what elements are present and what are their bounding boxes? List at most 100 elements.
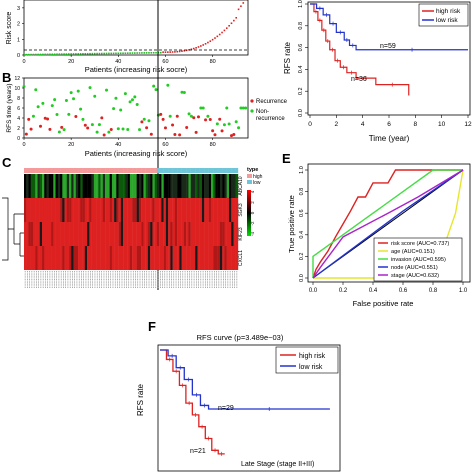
heatmap-cell: [53, 222, 56, 246]
heatmap-type-cell: [226, 168, 230, 173]
heatmap-cell: [109, 174, 113, 198]
nonrecurrence-point: [50, 104, 54, 108]
heatmap-cell: [188, 222, 191, 246]
panel-f-km-curve: F RFS curve (p=3.489e−03) RFS rate high …: [136, 319, 341, 472]
heatmap-cell: [215, 174, 218, 198]
nonrecurrence-point: [142, 117, 146, 121]
heatmap-cell: [87, 198, 90, 222]
heatmap-cell: [190, 246, 194, 270]
nonrecurrence-point: [244, 106, 248, 110]
recurrence-point: [173, 132, 177, 136]
heatmap-type-cell: [30, 168, 34, 173]
heatmap-cell: [235, 246, 239, 270]
heatmap-cell: [109, 246, 113, 270]
heatmap-cell: [143, 222, 146, 246]
heatmap-cell: [44, 174, 47, 198]
risk-score-point: [25, 53, 28, 56]
risk-score-point: [233, 19, 235, 22]
recurrence-point: [171, 123, 175, 127]
risk-score-point: [49, 53, 51, 56]
nonrecurrence-point: [237, 126, 241, 130]
heatmap-cell: [33, 198, 36, 222]
heatmap-type-cell: [44, 168, 47, 173]
recurrence-point: [60, 125, 64, 129]
panel-b-xtick-label: 20: [68, 142, 74, 148]
nonrecurrence-point: [189, 114, 193, 118]
heatmap-type-cell: [33, 168, 36, 173]
heatmap-cell: [147, 246, 151, 270]
nonrecurrence-point: [79, 107, 83, 111]
heatmap-cell: [210, 222, 214, 246]
risk-score-point: [225, 27, 228, 29]
heatmap-cell: [181, 222, 185, 246]
heatmap-cell: [71, 246, 74, 270]
heatmap-type-cell: [170, 168, 173, 173]
legend-nonrecurrence-label: Non-recurrence: [256, 109, 285, 122]
heatmap-cell: [64, 222, 67, 246]
heatmap-type-cell: [91, 168, 95, 173]
heatmap-cell: [201, 246, 205, 270]
heatmap-cell: [195, 198, 198, 222]
heatmap-type-cell: [161, 168, 164, 173]
heatmap-cell: [46, 246, 49, 270]
heatmap-type-cell: [190, 168, 194, 173]
heatmap-cell: [80, 222, 83, 246]
heatmap-cell: [138, 222, 142, 246]
risk-score-point: [115, 52, 117, 55]
heatmap-cell: [219, 174, 223, 198]
heatmap-cell: [183, 246, 187, 270]
heatmap-type-cell: [168, 168, 171, 173]
risk-score-point: [176, 50, 179, 53]
recurrence-point: [218, 117, 222, 121]
risk-score-point: [155, 51, 157, 54]
recurrence-point: [86, 126, 90, 130]
risk-score-point: [237, 8, 240, 11]
heatmap-cell: [195, 246, 198, 270]
heatmap-cell: [179, 246, 182, 270]
risk-score-point: [129, 52, 131, 54]
heatmap-cell: [215, 246, 218, 270]
risk-score-point: [103, 52, 105, 55]
heatmap-cell: [233, 174, 236, 198]
risk-score-point: [200, 45, 202, 47]
heatmap-cell: [116, 246, 119, 270]
heatmap-cell: [210, 246, 214, 270]
recurrence-point: [194, 130, 198, 134]
recurrence-point: [83, 123, 87, 127]
heatmap-cell: [30, 174, 34, 198]
panel-f-frame: [157, 344, 341, 472]
heatmap-cell: [62, 246, 65, 270]
heatmap-cell: [89, 198, 92, 222]
heatmap-cell: [172, 174, 176, 198]
panel-a-xtick-label: 0: [22, 59, 25, 65]
heatmap-type-cell: [138, 168, 142, 173]
heatmap-cell: [188, 198, 191, 222]
heatmap-type-cell: [73, 168, 77, 173]
heatmap-cell: [87, 174, 90, 198]
heatmap-cell: [174, 198, 178, 222]
panel-e-ytick-label: 0.8: [299, 188, 305, 196]
heatmap-cell: [201, 174, 205, 198]
heatmap-cell: [224, 222, 227, 246]
heatmap-cell: [80, 174, 83, 198]
nonrecurrence-point: [133, 95, 137, 99]
heatmap-cell: [150, 198, 153, 222]
heatmap-cell: [120, 174, 124, 198]
heatmap-cell: [159, 174, 162, 198]
heatmap-cell: [172, 222, 176, 246]
heatmap-cell: [48, 198, 52, 222]
heatmap-cell: [42, 198, 45, 222]
heatmap-cell: [100, 246, 104, 270]
heatmap-type-cell: [145, 168, 149, 173]
heatmap-cell: [114, 222, 117, 246]
panel-a-xtick-label: 40: [115, 59, 121, 65]
risk-score-point: [56, 53, 58, 56]
panel-f-label: F: [148, 319, 156, 334]
heatmap-cell: [93, 198, 97, 222]
heatmap-cell: [228, 222, 232, 246]
recurrence-point: [161, 117, 165, 121]
nonrecurrence-point: [116, 127, 120, 131]
risk-score-point: [30, 53, 32, 56]
heatmap-cell: [224, 246, 227, 270]
